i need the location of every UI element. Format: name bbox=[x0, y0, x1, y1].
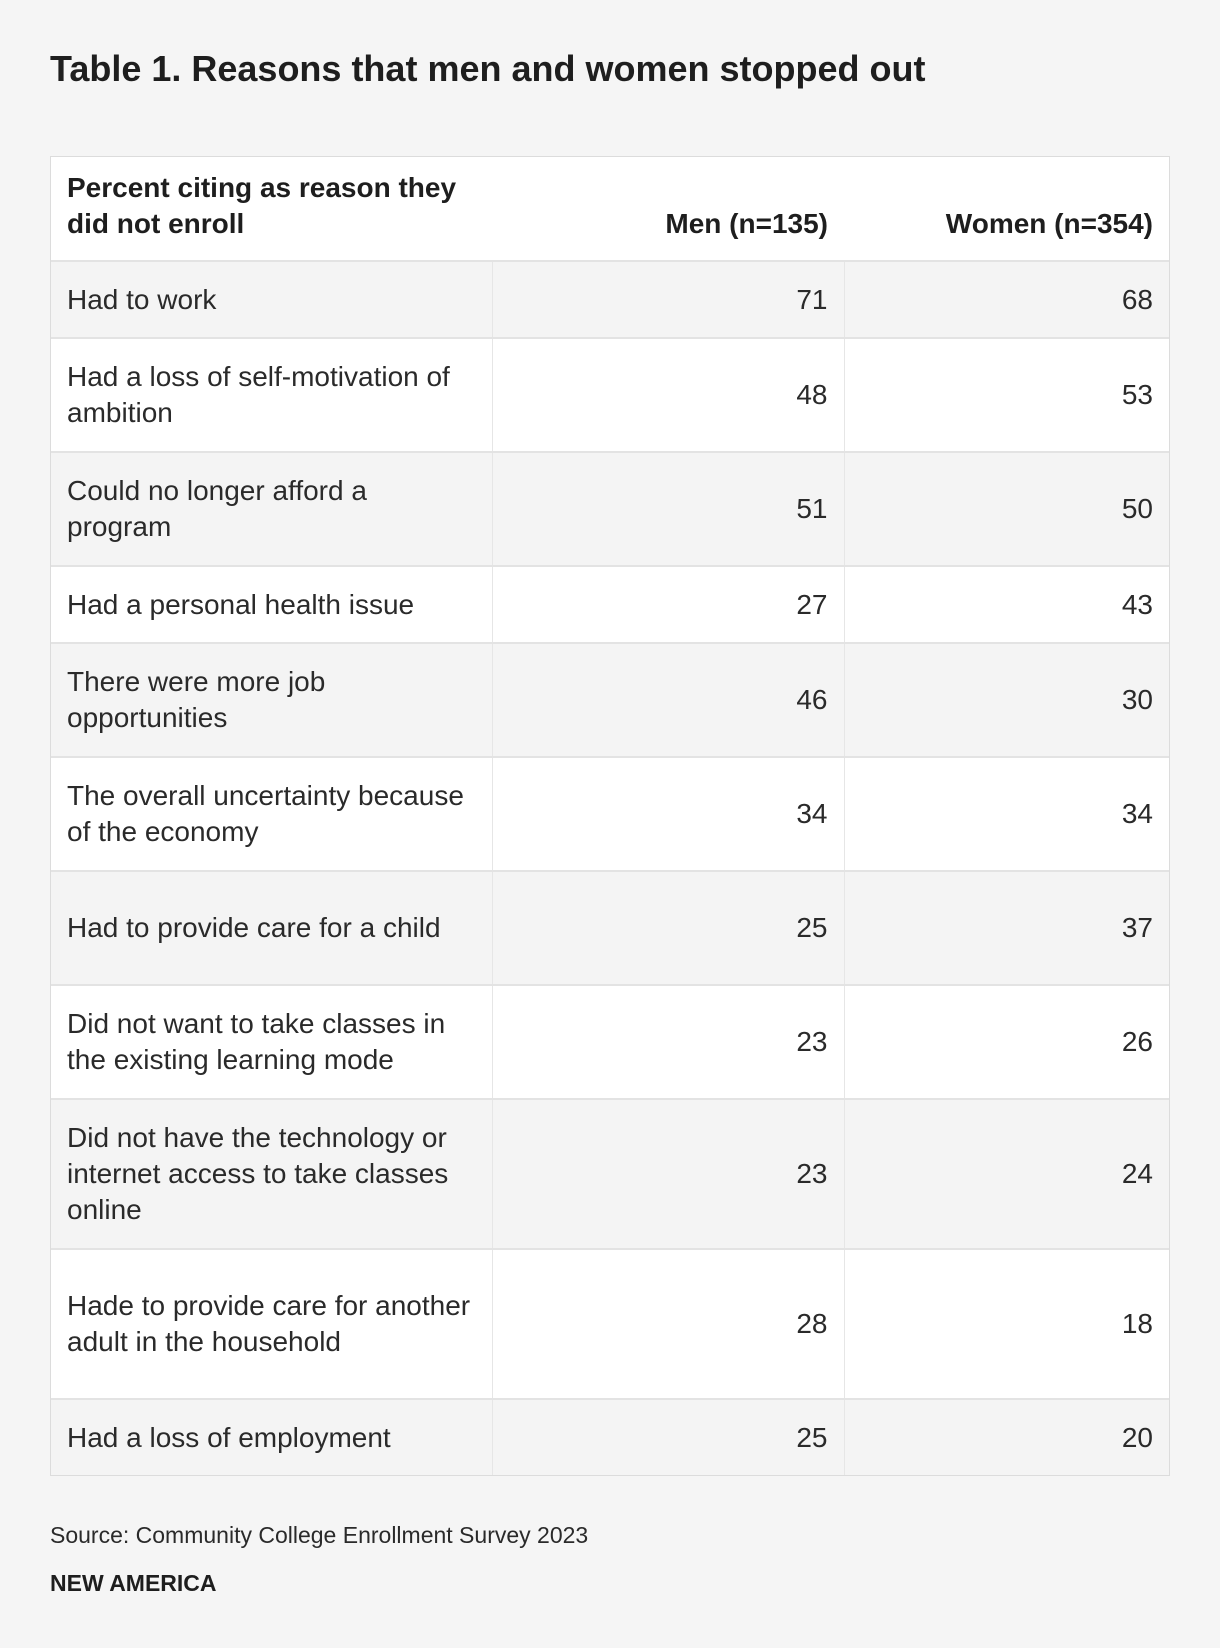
table-row: Did not have the technology or internet … bbox=[51, 1099, 1169, 1249]
row-label: The overall uncertainty because of the e… bbox=[51, 757, 492, 871]
data-table-container: Percent citing as reason they did not en… bbox=[50, 156, 1170, 1476]
table-row: Did not want to take classes in the exis… bbox=[51, 985, 1169, 1099]
women-value: 30 bbox=[843, 643, 1169, 757]
women-value: 34 bbox=[843, 757, 1169, 871]
women-value: 68 bbox=[843, 261, 1169, 338]
men-value: 27 bbox=[491, 566, 844, 643]
men-value: 34 bbox=[491, 757, 844, 871]
row-label: Had a loss of employment bbox=[51, 1399, 492, 1475]
row-label: Had a personal health issue bbox=[51, 566, 492, 643]
table-row: Had a personal health issue 27 43 bbox=[51, 566, 1169, 643]
table-row: There were more job opportunities 46 30 bbox=[51, 643, 1169, 757]
table-title: Table 1. Reasons that men and women stop… bbox=[50, 48, 926, 89]
row-label: Had to provide care for a child bbox=[51, 871, 492, 985]
table-header-row: Percent citing as reason they did not en… bbox=[51, 157, 1169, 261]
women-value: 37 bbox=[843, 871, 1169, 985]
men-value: 28 bbox=[491, 1249, 844, 1399]
women-value: 26 bbox=[843, 985, 1169, 1099]
women-value: 18 bbox=[843, 1249, 1169, 1399]
row-label: Could no longer afford a program bbox=[51, 452, 492, 566]
row-label: Had a loss of self-motivation of ambitio… bbox=[51, 338, 492, 452]
source-note: Source: Community College Enrollment Sur… bbox=[50, 1522, 589, 1548]
column-header-women: Women (n=354) bbox=[844, 157, 1169, 261]
row-label: Had to work bbox=[51, 261, 492, 338]
table-row: Hade to provide care for another adult i… bbox=[51, 1249, 1169, 1399]
women-value: 50 bbox=[843, 452, 1169, 566]
men-value: 51 bbox=[491, 452, 844, 566]
women-value: 43 bbox=[843, 566, 1169, 643]
table-row: Could no longer afford a program 51 50 bbox=[51, 452, 1169, 566]
men-value: 25 bbox=[491, 871, 844, 985]
men-value: 71 bbox=[491, 261, 844, 338]
table-row: Had to work 71 68 bbox=[51, 261, 1169, 338]
row-label: Did not want to take classes in the exis… bbox=[51, 985, 492, 1099]
column-header-reason: Percent citing as reason they did not en… bbox=[51, 157, 492, 261]
table-row: Had to provide care for a child 25 37 bbox=[51, 871, 1169, 985]
table-row: The overall uncertainty because of the e… bbox=[51, 757, 1169, 871]
brand-logo-text: NEW AMERICA bbox=[50, 1570, 217, 1596]
men-value: 23 bbox=[491, 1099, 844, 1249]
data-table: Percent citing as reason they did not en… bbox=[51, 157, 1169, 1475]
women-value: 20 bbox=[843, 1399, 1169, 1475]
row-label: Did not have the technology or internet … bbox=[51, 1099, 492, 1249]
table-row: Had a loss of self-motivation of ambitio… bbox=[51, 338, 1169, 452]
women-value: 24 bbox=[843, 1099, 1169, 1249]
men-value: 46 bbox=[491, 643, 844, 757]
women-value: 53 bbox=[843, 338, 1169, 452]
men-value: 23 bbox=[491, 985, 844, 1099]
row-label: There were more job opportunities bbox=[51, 643, 492, 757]
men-value: 25 bbox=[491, 1399, 844, 1475]
column-header-men: Men (n=135) bbox=[492, 157, 844, 261]
table-row: Had a loss of employment 25 20 bbox=[51, 1399, 1169, 1475]
men-value: 48 bbox=[491, 338, 844, 452]
row-label: Hade to provide care for another adult i… bbox=[51, 1249, 492, 1399]
